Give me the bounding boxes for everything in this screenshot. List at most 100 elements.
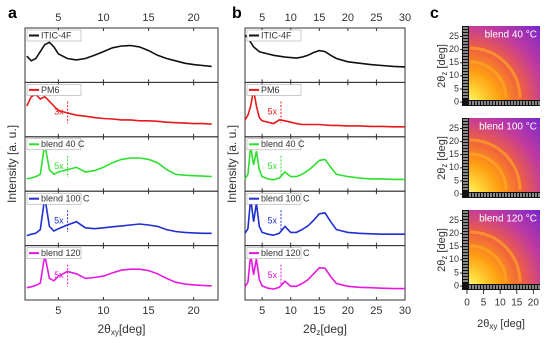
axis-label-sub: xy <box>489 322 497 331</box>
y-axis-label: Intensity [a. u.] <box>5 125 19 203</box>
legend-label: blend 100 C <box>41 194 90 204</box>
diffraction-ring <box>469 74 494 99</box>
detector-gap <box>462 100 540 106</box>
y-tick-label: 10 <box>449 70 459 80</box>
axis-label-unit: [deg] <box>119 322 146 336</box>
y-tick-label: 10 <box>449 254 459 264</box>
x-tick-label: 20 <box>528 298 540 309</box>
x-tick-label: 20 <box>342 305 354 317</box>
subplot-frame <box>24 245 219 301</box>
panel-letter: c <box>430 5 439 22</box>
y-tick-label: 20 <box>449 44 459 54</box>
annotation: 5x <box>267 161 277 171</box>
legend-box <box>26 192 82 205</box>
y-axis-label: Intensity [a. u.] <box>225 125 239 203</box>
y-tick-label: 15 <box>449 57 459 67</box>
y-tick-label: 20 <box>449 228 459 238</box>
axis-label: 2θz [deg] <box>436 136 449 180</box>
x-tick-label: 15 <box>511 298 523 309</box>
axis-label-unit: [deg] <box>497 318 525 330</box>
x-tick-label: 5 <box>55 12 61 24</box>
annotation: 5x <box>54 215 64 225</box>
legend-box <box>246 29 302 42</box>
diffraction-ring <box>469 152 508 191</box>
x-tick-label: 5 <box>259 305 265 317</box>
diffraction-ring <box>469 244 508 283</box>
x-tick-label: 30 <box>399 12 411 24</box>
line-series <box>244 34 406 68</box>
detector-gap <box>462 26 469 106</box>
detector-gap <box>462 192 540 198</box>
annotation: 5x <box>54 270 64 280</box>
axis-label-unit: [deg] <box>436 228 448 256</box>
x-tick-label: 5 <box>259 12 265 24</box>
legend-label: ITIC-4F <box>41 30 72 40</box>
y-tick-label: 10 <box>449 162 459 172</box>
x-tick-label: 25 <box>370 305 382 317</box>
detector-gap <box>462 284 540 290</box>
legend-box <box>246 192 302 205</box>
annotation: 3x <box>54 107 64 117</box>
legend-label: blend 120 C <box>261 248 310 258</box>
legend-box <box>26 138 82 151</box>
y-tick-label: 15 <box>449 149 459 159</box>
scattering-image <box>462 210 540 290</box>
legend-box <box>246 84 302 96</box>
annotation: 5x <box>54 161 64 171</box>
panel-letter: b <box>232 5 242 22</box>
line-series <box>26 41 212 68</box>
legend-label: blend 120 <box>41 248 81 258</box>
diffraction-ring <box>469 138 522 191</box>
diffraction-ring <box>469 166 494 191</box>
legend-box <box>26 84 82 96</box>
axis-label: 2θxy[deg] <box>97 322 145 337</box>
x-tick-label: 20 <box>188 12 200 24</box>
line-series <box>26 93 212 125</box>
axis-label-base: 2θ <box>436 76 448 88</box>
axis-label: 2θxy [deg] <box>477 318 525 331</box>
legend-label: PM6 <box>41 85 60 95</box>
axis-label: 2θz[deg] <box>303 322 347 337</box>
x-tick-label: 5 <box>55 305 61 317</box>
y-tick-label: 25 <box>449 215 459 225</box>
y-tick-label: 5 <box>454 267 459 277</box>
y-tick-label: 0 <box>454 280 459 290</box>
legend-label: blend 100 C <box>261 194 310 204</box>
x-tick-label: 5 <box>481 298 487 309</box>
y-tick-label: 25 <box>449 31 459 41</box>
subplot-frame <box>244 245 406 301</box>
axis-label-base: 2θ <box>477 318 489 330</box>
line-series <box>244 254 405 290</box>
x-tick-label: 20 <box>188 305 200 317</box>
axis-label-sub: z <box>440 164 449 168</box>
detector-gap <box>462 210 469 290</box>
x-tick-label: 10 <box>495 298 507 309</box>
legend-box <box>26 247 82 259</box>
y-tick-label: 20 <box>449 136 459 146</box>
image-title: blend 100 °C <box>479 122 537 133</box>
x-tick-label: 15 <box>142 12 154 24</box>
legend-box <box>246 247 302 259</box>
scattering-image <box>462 26 540 106</box>
line-series <box>244 198 405 237</box>
x-tick-label: 10 <box>285 12 297 24</box>
legend-label: blend 40 C <box>41 139 85 149</box>
x-tick-label: 15 <box>142 305 154 317</box>
scattering-image <box>462 118 540 198</box>
y-tick-label: 25 <box>449 123 459 133</box>
legend-label: blend 40 C <box>261 139 305 149</box>
annotation: 5x <box>267 215 277 225</box>
y-tick-label: 5 <box>454 83 459 93</box>
x-tick-label: 0 <box>464 298 470 309</box>
x-tick-label: 10 <box>285 305 297 317</box>
axis-label-sub: z <box>440 72 449 76</box>
x-tick-label: 25 <box>370 12 382 24</box>
image-title: blend 40 °C <box>485 30 537 41</box>
x-tick-label: 10 <box>97 12 109 24</box>
annotation: 5x <box>267 270 277 280</box>
diffraction-ring <box>469 46 522 99</box>
axis-label: 2θz [deg] <box>436 44 449 88</box>
axis-label-sub: z <box>316 328 320 337</box>
y-tick-label: 0 <box>454 96 459 106</box>
